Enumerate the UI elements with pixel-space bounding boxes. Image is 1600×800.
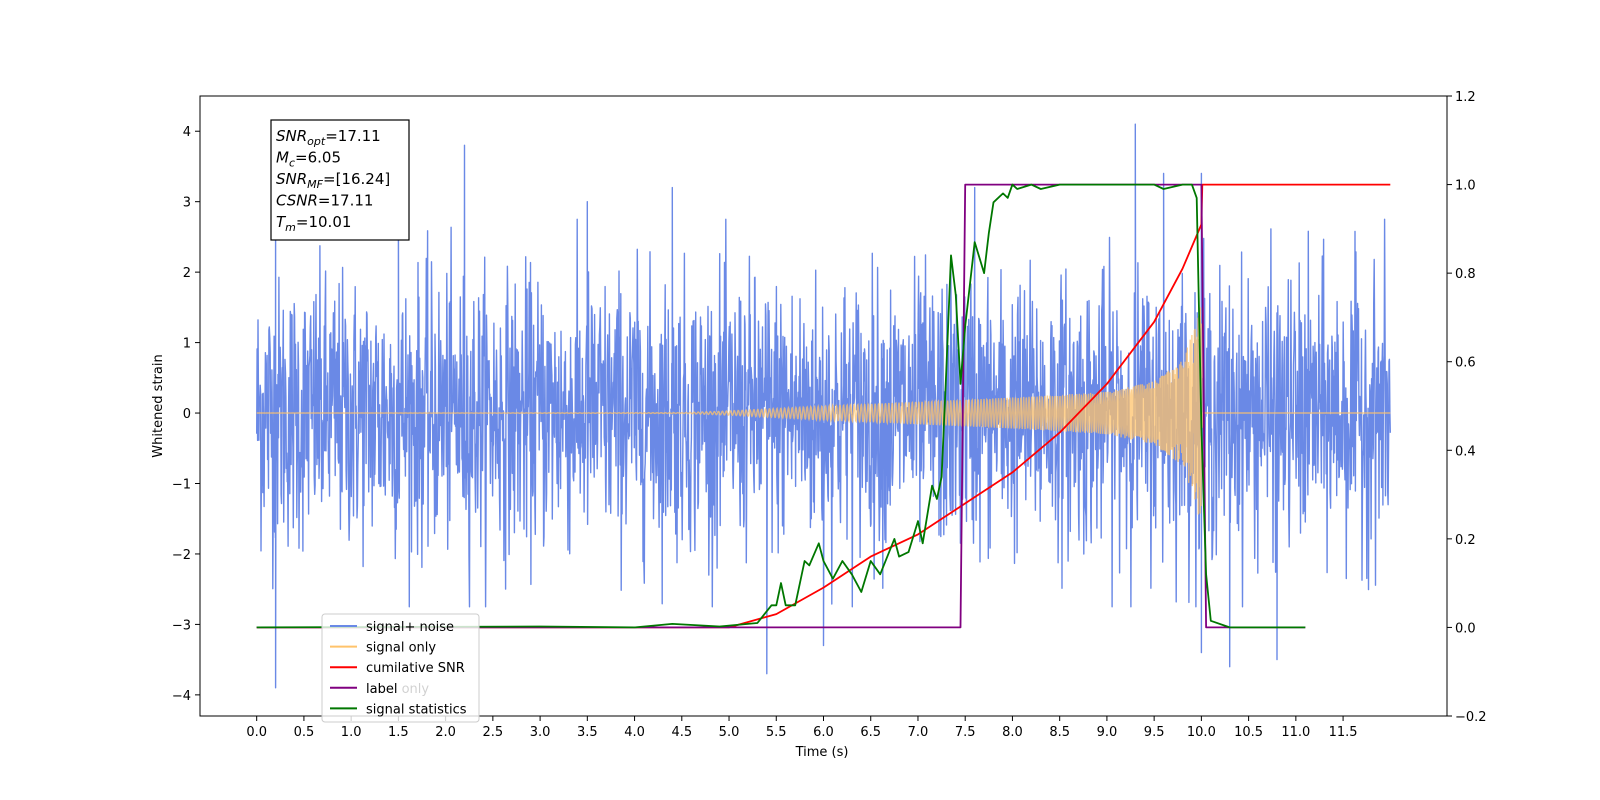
y-tick-label: 4 <box>183 125 191 140</box>
y-axis-label: Whitened strain <box>151 354 166 457</box>
y2-tick-label: 0.6 <box>1455 356 1476 371</box>
legend-label: signal statistics <box>366 702 467 717</box>
x-tick-label: 6.5 <box>860 725 881 740</box>
y-tick-label: 0 <box>183 407 191 422</box>
x-tick-label: 10.0 <box>1187 725 1216 740</box>
x-tick-label: 6.0 <box>813 725 834 740</box>
legend-label: signal only <box>366 641 436 656</box>
x-tick-label: 3.0 <box>530 725 551 740</box>
y2-tick-label: 0.8 <box>1455 267 1476 282</box>
series-line-signal-statistics <box>256 183 1306 629</box>
y-tick-label: 1 <box>183 337 191 352</box>
legend-ghost-text: label only <box>366 682 429 697</box>
y2-tick-label: 1.2 <box>1455 90 1476 105</box>
info-box-line: SNRMF=[16.24] <box>276 170 390 191</box>
info-box-line: SNRopt=17.11 <box>276 127 381 148</box>
info-box-line: CSNR=17.11 <box>276 192 373 210</box>
x-tick-label: 8.5 <box>1049 725 1070 740</box>
info-box: SNRopt=17.11Mc=6.05SNRMF=[16.24]CSNR=17.… <box>270 119 410 241</box>
y-tick-label: −4 <box>172 689 191 704</box>
info-box-line: Tm=10.01 <box>276 213 351 234</box>
ticks-layer: 0.0 0.5 1.0 1.5 2.0 2.5 3.0 3.5 4.0 4.5 5.0 5.5 6.0 6… <box>172 90 1487 740</box>
legend-frame <box>321 613 480 723</box>
y-tick-label: −1 <box>172 478 191 493</box>
info-box-line: Mc=6.05 <box>276 149 341 170</box>
x-tick-label: 2.5 <box>483 725 504 740</box>
x-tick-label: 1.0 <box>341 725 362 740</box>
x-tick-label: 4.0 <box>624 725 645 740</box>
x-tick-label: 11.5 <box>1329 725 1358 740</box>
x-tick-label: 11.0 <box>1281 725 1310 740</box>
x-tick-label: 4.5 <box>671 725 692 740</box>
y2-tick-label: 0.4 <box>1455 444 1476 459</box>
y-tick-label: 3 <box>183 196 191 211</box>
y-tick-label: −3 <box>172 618 191 633</box>
x-tick-label: 9.0 <box>1097 725 1118 740</box>
x-tick-label: 5.5 <box>766 725 787 740</box>
x-tick-label: 10.5 <box>1234 725 1263 740</box>
x-tick-label: 3.5 <box>577 725 598 740</box>
series-line-signal-noise <box>256 123 1391 689</box>
info-box-frame <box>270 119 410 241</box>
x-axis-label: Time (s) <box>795 745 849 760</box>
legend-label: signal+ noise <box>366 620 454 635</box>
y2-tick-label: 1.0 <box>1455 179 1476 194</box>
x-tick-label: 1.5 <box>388 725 409 740</box>
legend: label only signal+ noise signal only cumila… <box>321 613 480 723</box>
series-layer <box>256 123 1391 689</box>
x-tick-label: 9.5 <box>1144 725 1165 740</box>
x-tick-label: 8.0 <box>1002 725 1023 740</box>
legend-label: cumilative SNR <box>366 661 465 676</box>
x-tick-label: 0.5 <box>294 725 315 740</box>
y-tick-label: −2 <box>172 548 191 563</box>
y-tick-label: 2 <box>183 266 191 281</box>
y2-tick-label: 0.0 <box>1455 621 1476 636</box>
legend-label: label <box>366 682 397 697</box>
x-tick-label: 2.0 <box>435 725 456 740</box>
x-tick-label: 0.0 <box>246 725 267 740</box>
x-tick-label: 5.0 <box>719 725 740 740</box>
x-tick-label: 7.5 <box>955 725 976 740</box>
y2-tick-label: 0.2 <box>1455 533 1476 548</box>
y2-tick-label: −0.2 <box>1455 710 1487 725</box>
x-tick-label: 7.0 <box>908 725 929 740</box>
